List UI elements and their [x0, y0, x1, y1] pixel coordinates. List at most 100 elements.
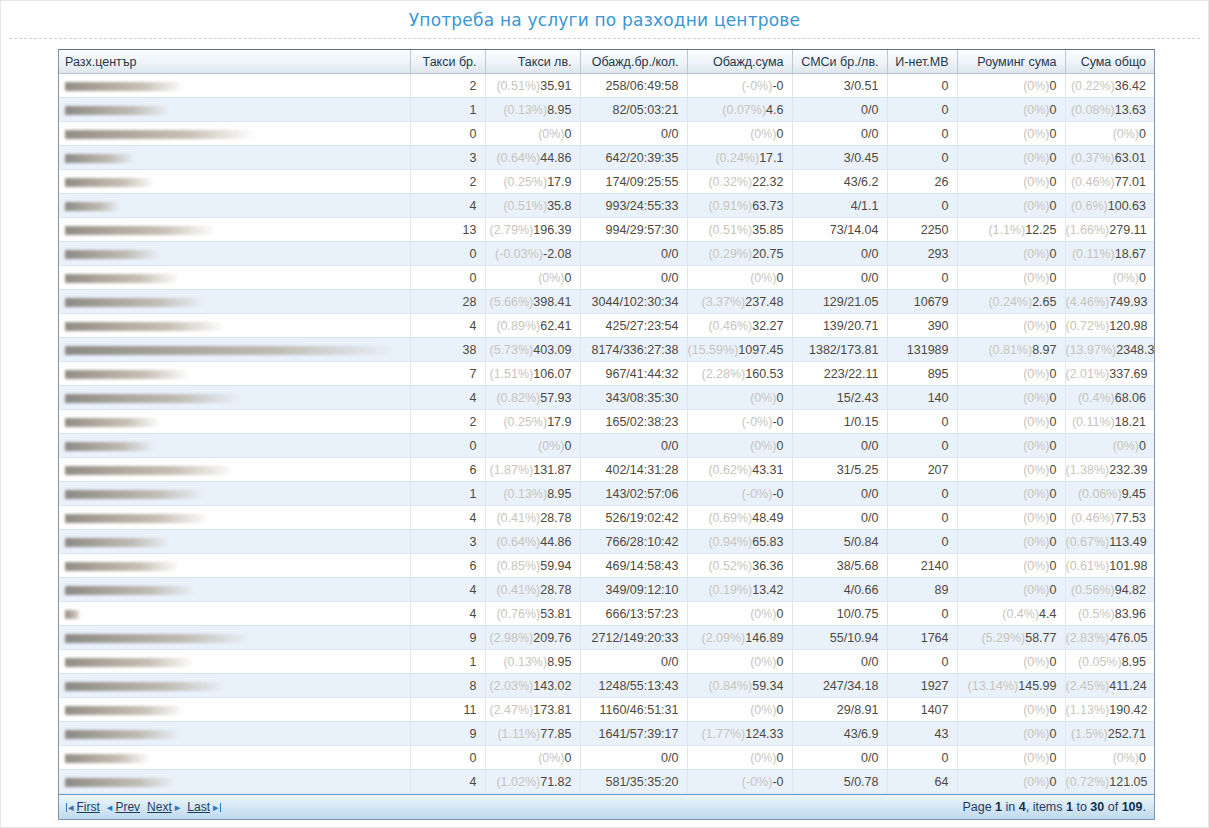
table-row: 4 (1.02%)71.82 581/35:35:20 (-0%)-0 5/0.…: [59, 770, 1154, 794]
redacted-name-blur: [65, 442, 155, 451]
cost-center-cell: [59, 314, 410, 338]
column-header-total-amount[interactable]: Сума общо: [1065, 50, 1154, 74]
calls-count-cell: 0/0: [580, 266, 687, 290]
fees-amount-cell: (1.51%)106.07: [485, 362, 580, 386]
total-amount-cell: (0.67%)113.49: [1065, 530, 1154, 554]
cost-center-cell: [59, 530, 410, 554]
table-row: 4 (0.41%)28.78 526/19:02:42 (0.69%)48.49…: [59, 506, 1154, 530]
column-header-calls-amount[interactable]: Обажд.сума: [687, 50, 792, 74]
calls-count-cell: 174/09:25:55: [580, 170, 687, 194]
redacted-name-blur: [65, 682, 225, 691]
last-page-link[interactable]: Last▸: [187, 800, 220, 814]
table-row: 4 (0.82%)57.93 343/08:35:30 (0%)0 15/2.4…: [59, 386, 1154, 410]
redacted-name-blur: [65, 202, 120, 211]
redacted-name-blur: [65, 610, 81, 619]
redacted-name-blur: [65, 154, 135, 163]
redacted-name-blur: [65, 394, 240, 403]
fees-count-cell: 2: [410, 74, 485, 98]
next-page-link[interactable]: Next▸: [147, 800, 180, 814]
total-amount-cell: (0%)0: [1065, 434, 1154, 458]
inet-mb-cell: 2140: [887, 554, 957, 578]
calls-amount-cell: (0.52%)36.36: [687, 554, 792, 578]
cost-center-cell: [59, 674, 410, 698]
calls-amount-cell: (-0%)-0: [687, 770, 792, 794]
usage-grid: Разх.център Такси бр. Такси лв. Обажд.бр…: [59, 50, 1154, 794]
calls-count-cell: 0/0: [580, 650, 687, 674]
fees-count-cell: 0: [410, 122, 485, 146]
total-amount-cell: (2.01%)337.69: [1065, 362, 1154, 386]
roaming-amount-cell: (0%)0: [957, 194, 1065, 218]
total-amount-cell: (0%)0: [1065, 746, 1154, 770]
total-amount-cell: (0.61%)101.98: [1065, 554, 1154, 578]
total-amount-cell: (1.5%)252.71: [1065, 722, 1154, 746]
fees-amount-cell: (0.13%)8.95: [485, 482, 580, 506]
sms-cell: 0/0: [792, 434, 887, 458]
fees-count-cell: 9: [410, 722, 485, 746]
sms-cell: 0/0: [792, 506, 887, 530]
first-page-link[interactable]: ◂First: [66, 800, 100, 814]
fees-count-cell: 4: [410, 194, 485, 218]
calls-count-cell: 642/20:39:35: [580, 146, 687, 170]
fees-amount-cell: (1.11%)77.85: [485, 722, 580, 746]
calls-amount-cell: (0.24%)17.1: [687, 146, 792, 170]
calls-amount-cell: (0%)0: [687, 122, 792, 146]
cost-center-cell: [59, 554, 410, 578]
last-page-icon: ▸: [213, 802, 221, 813]
redacted-name-blur: [65, 106, 170, 115]
cost-center-cell: [59, 434, 410, 458]
column-header-roaming-amount[interactable]: Роуминг сума: [957, 50, 1065, 74]
calls-amount-cell: (2.09%)146.89: [687, 626, 792, 650]
calls-count-cell: 766/28:10:42: [580, 530, 687, 554]
fees-amount-cell: (0.41%)28.78: [485, 578, 580, 602]
fees-count-cell: 0: [410, 266, 485, 290]
calls-amount-cell: (0.46%)32.27: [687, 314, 792, 338]
fees-amount-cell: (1.87%)131.87: [485, 458, 580, 482]
fees-amount-cell: (0.76%)53.81: [485, 602, 580, 626]
prev-page-link[interactable]: ◂Prev: [107, 800, 140, 814]
cost-center-cell: [59, 386, 410, 410]
calls-amount-cell: (0%)0: [687, 602, 792, 626]
sms-cell: 43/6.9: [792, 722, 887, 746]
redacted-name-blur: [65, 370, 190, 379]
fees-count-cell: 0: [410, 434, 485, 458]
column-header-calls-count[interactable]: Обажд.бр./кол.: [580, 50, 687, 74]
inet-mb-cell: 0: [887, 650, 957, 674]
total-amount-cell: (2.45%)411.24: [1065, 674, 1154, 698]
fees-count-cell: 1: [410, 482, 485, 506]
cost-center-cell: [59, 722, 410, 746]
fees-amount-cell: (0.25%)17.9: [485, 170, 580, 194]
calls-amount-cell: (0.84%)59.34: [687, 674, 792, 698]
cost-center-cell: [59, 362, 410, 386]
column-header-fees-count[interactable]: Такси бр.: [410, 50, 485, 74]
fees-count-cell: 1: [410, 98, 485, 122]
table-row: 13 (2.79%)196.39 994/29:57:30 (0.51%)35.…: [59, 218, 1154, 242]
column-header-cost-center[interactable]: Разх.център: [59, 50, 410, 74]
fees-amount-cell: (0.41%)28.78: [485, 506, 580, 530]
cost-center-cell: [59, 650, 410, 674]
fees-amount-cell: (0.64%)44.86: [485, 530, 580, 554]
roaming-amount-cell: (0%)0: [957, 242, 1065, 266]
sms-cell: 223/22.11: [792, 362, 887, 386]
fees-amount-cell: (0.51%)35.8: [485, 194, 580, 218]
roaming-amount-cell: (0%)0: [957, 554, 1065, 578]
redacted-name-blur: [65, 730, 180, 739]
total-amount-cell: (4.46%)749.93: [1065, 290, 1154, 314]
total-amount-cell: (0.5%)83.96: [1065, 602, 1154, 626]
calls-count-cell: 1160/46:51:31: [580, 698, 687, 722]
column-header-fees-amount[interactable]: Такси лв.: [485, 50, 580, 74]
column-header-sms[interactable]: СМСи бр./лв.: [792, 50, 887, 74]
total-amount-cell: (0.72%)120.98: [1065, 314, 1154, 338]
inet-mb-cell: 0: [887, 530, 957, 554]
sms-cell: 10/0.75: [792, 602, 887, 626]
table-header-row: Разх.център Такси бр. Такси лв. Обажд.бр…: [59, 50, 1154, 74]
cost-center-cell: [59, 626, 410, 650]
calls-count-cell: 581/35:35:20: [580, 770, 687, 794]
redacted-name-blur: [65, 298, 205, 307]
redacted-name-blur: [65, 130, 255, 139]
column-header-inet-mb[interactable]: И-нет.МВ: [887, 50, 957, 74]
table-row: 4 (0.41%)28.78 349/09:12:10 (0.19%)13.42…: [59, 578, 1154, 602]
fees-count-cell: 2: [410, 410, 485, 434]
roaming-amount-cell: (0%)0: [957, 506, 1065, 530]
roaming-amount-cell: (0%)0: [957, 578, 1065, 602]
total-amount-cell: (0.11%)18.21: [1065, 410, 1154, 434]
